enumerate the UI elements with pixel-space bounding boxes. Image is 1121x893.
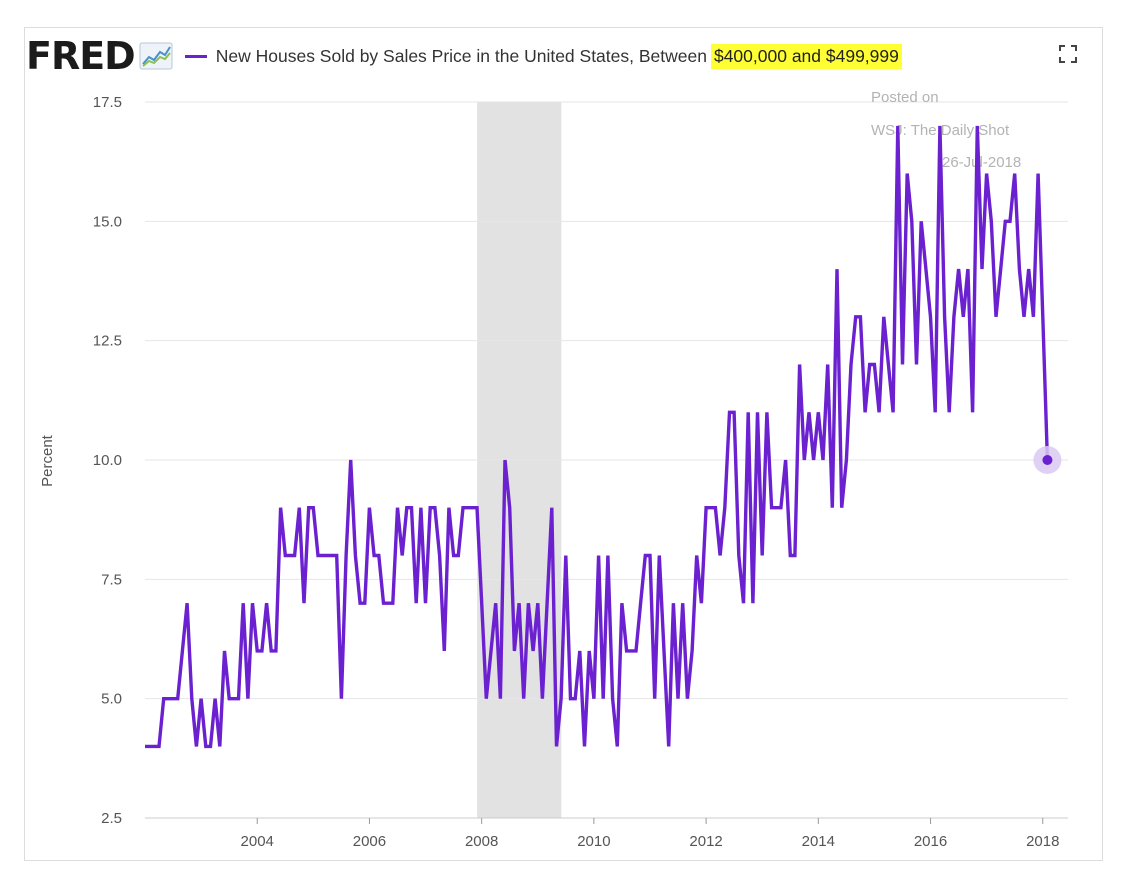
annotation-line-3: 26-Jul-2018 [942,154,1021,171]
y-tick-label: 5.0 [101,691,122,708]
fred-logo[interactable]: FRED [26,34,136,78]
y-tick-label: 15.0 [93,213,122,230]
x-axis: 2004 2006 2008 2010 2012 2014 2016 2018 [241,818,1059,850]
y-axis-label: Percent [39,434,56,487]
annotation-line-1: Posted on [871,89,939,106]
x-tick-label: 2008 [465,833,498,850]
series-layer [145,125,1062,749]
chart-header: FRED New Houses Sold by Sales Price in t… [26,36,902,76]
x-tick-label: 2018 [1026,833,1059,850]
x-tick-label: 2004 [241,833,274,850]
y-axis: 2.5 5.0 7.5 10.0 12.5 15.0 17.5 [93,94,122,827]
chart-title: New Houses Sold by Sales Price in the Un… [215,45,707,66]
chart-title-highlight: $400,000 and $499,999 [710,43,902,69]
y-tick-label: 10.0 [93,452,122,469]
y-tick-label: 2.5 [101,810,122,827]
x-tick-label: 2016 [914,833,947,850]
gridlines [145,101,1068,819]
fullscreen-icon[interactable] [1058,44,1078,64]
annotation-note: Posted on WSJ: The Daily Shot 26-Jul-201… [871,89,1021,171]
x-tick-label: 2006 [353,833,386,850]
x-tick-label: 2014 [802,833,835,850]
y-tick-label: 7.5 [101,571,122,588]
y-tick-label: 12.5 [93,333,122,350]
fred-graph-logo-icon [139,42,173,70]
legend-line-swatch [184,54,207,58]
x-tick-label: 2010 [577,833,610,850]
y-tick-label: 17.5 [93,94,122,111]
x-tick-label: 2012 [689,833,722,850]
last-point-marker [1042,455,1053,465]
series-line-0 [145,125,1050,749]
